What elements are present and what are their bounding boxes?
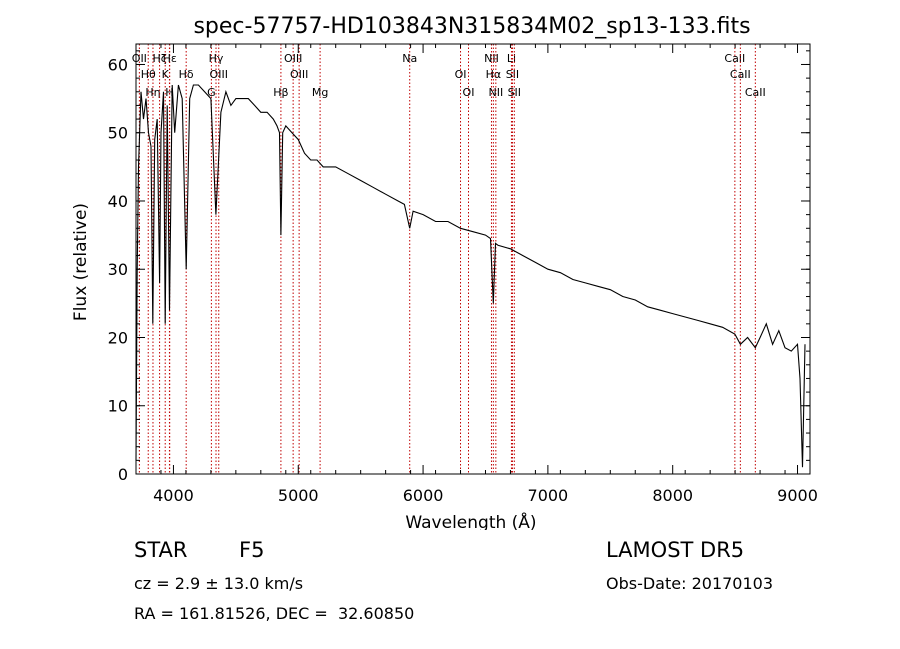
plot-frame (135, 43, 811, 475)
x-axis-label: Wavelength (Å) (405, 511, 536, 530)
y-tick-label: 60 (108, 55, 128, 74)
line-marker-label: Hα (486, 68, 502, 81)
line-marker-label: Li (507, 52, 516, 65)
line-marker-label: Hθ (141, 68, 156, 81)
line-marker-label: Hη (145, 86, 160, 99)
line-marker-label: CaII (724, 52, 745, 65)
line-marker-label: Mg (312, 86, 328, 99)
line-marker-label: OII (132, 52, 147, 65)
line-marker-label: Hδ (179, 68, 194, 81)
line-marker-label: OI (455, 68, 467, 81)
line-marker-label: K (162, 68, 170, 81)
line-marker-label: H (165, 86, 173, 99)
redshift-cz: cz = 2.9 ± 13.0 km/s (134, 574, 304, 593)
x-tick-label: 9000 (777, 486, 818, 505)
line-marker-label: OIII (290, 68, 308, 81)
x-tick-label: 6000 (403, 486, 444, 505)
object-class: STAR (134, 538, 188, 562)
x-tick-label: 5000 (278, 486, 319, 505)
spectrum-line (135, 84, 806, 468)
line-marker-label: OI (463, 86, 475, 99)
line-marker-label: Hγ (209, 52, 224, 65)
line-marker-label: Hζ (152, 52, 166, 65)
y-tick-label: 50 (108, 124, 128, 143)
observation-date: Obs-Date: 20170103 (606, 574, 774, 593)
spectrum-series (135, 84, 806, 468)
chart-title: spec-57757-HD103843N315834M02_sp13-133.f… (193, 14, 750, 39)
object-subclass: F5 (239, 538, 265, 562)
x-tick-label: 8000 (652, 486, 693, 505)
line-marker-label: SII (508, 86, 521, 99)
survey-name: LAMOST DR5 (606, 538, 745, 562)
y-tick-label: 0 (118, 465, 128, 484)
line-marker-label: OIII (210, 68, 228, 81)
axis-ticks: 4000 5000 6000 7000 8000 9000 0 10 20 30 40 50 60 (108, 44, 818, 505)
y-axis-label: Flux (relative) (71, 203, 91, 321)
line-marker-label: Hε (163, 52, 177, 65)
line-marker-label: OIII (284, 52, 302, 65)
y-tick-label: 40 (108, 192, 128, 211)
ra-dec: RA = 161.81526, DEC = 32.60850 (134, 604, 415, 623)
line-marker-label: CaII (730, 68, 751, 81)
x-tick-label: 7000 (528, 486, 569, 505)
line-markers: OIIHθHηHζKHHεHδGHγOIIIHβOIIIOIIIMgNaOIOI… (132, 44, 766, 474)
line-marker-label: NII (488, 86, 503, 99)
line-marker-label: SII (506, 68, 519, 81)
y-tick-label: 20 (108, 328, 128, 347)
line-marker-label: CaII (745, 86, 766, 99)
line-marker-label: NII (484, 52, 499, 65)
y-tick-label: 10 (108, 397, 128, 416)
line-marker-label: Hβ (273, 86, 288, 99)
line-marker-label: Na (402, 52, 417, 65)
spectrum-plot: spec-57757-HD103843N315834M02_sp13-133.f… (71, 14, 818, 530)
y-tick-label: 30 (108, 260, 128, 279)
line-marker-label: G (207, 86, 216, 99)
x-tick-label: 4000 (153, 486, 194, 505)
